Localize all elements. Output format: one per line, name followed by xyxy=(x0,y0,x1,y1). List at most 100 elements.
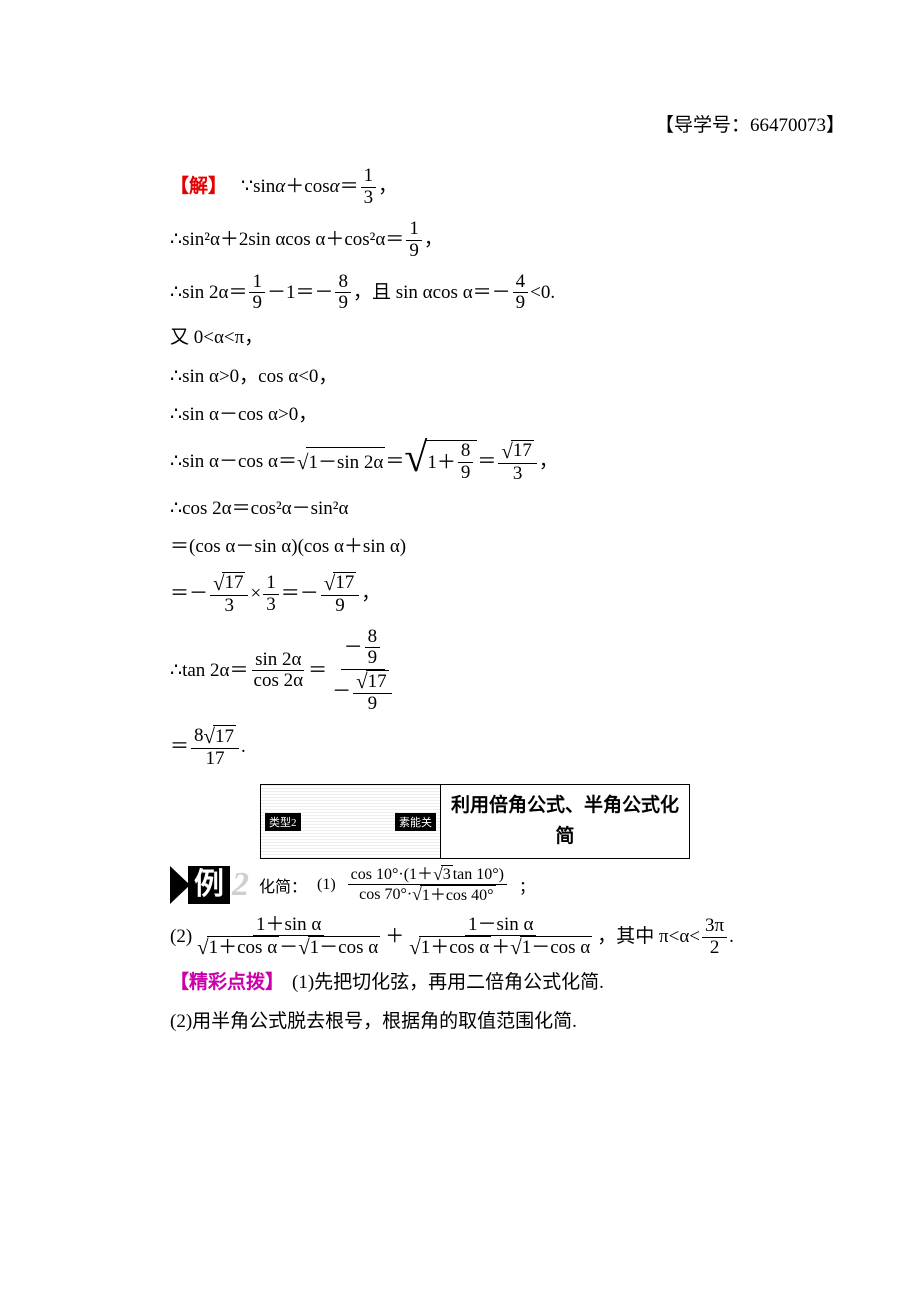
solution-line-1: 【解】 ∵sin α ＋cos α ＝ 1 3 ， xyxy=(170,166,770,209)
fraction-1-9: 1 9 xyxy=(406,219,422,262)
simplify-label: 化简： xyxy=(259,873,307,897)
topic-badge-right: 素能关 xyxy=(395,813,436,831)
solution-line-4: 又 0<α<π， xyxy=(170,324,770,353)
numerator: 1 xyxy=(263,573,279,595)
ex1-prefix: (1) xyxy=(317,876,336,894)
comma: ， xyxy=(378,173,397,202)
text: <0. xyxy=(530,279,555,308)
text: ＝－ xyxy=(281,580,319,609)
fraction: 8√17 17 xyxy=(191,725,239,770)
period: . xyxy=(241,733,246,762)
text: cos 70°· xyxy=(359,886,412,904)
denominator: 9 xyxy=(335,293,351,314)
numerator: 1＋sin α xyxy=(253,915,324,937)
sqrt-icon: √ xyxy=(404,440,427,484)
topic-box: 类型2 素能关 利用倍角公式、半角公式化简 xyxy=(260,784,690,859)
fraction: √17 9 xyxy=(321,572,359,617)
fraction-complex: － 8 9 － √17 9 xyxy=(329,627,396,716)
minus: － xyxy=(279,938,298,959)
topic-badge-left: 类型2 xyxy=(265,813,301,831)
denominator: 3 xyxy=(510,464,526,485)
ex2-prefix: (2) xyxy=(170,923,192,952)
radicand: 17 xyxy=(366,670,389,693)
comma: ， xyxy=(424,226,443,255)
fraction-1-3: 1 3 xyxy=(361,166,377,209)
denominator: 2 xyxy=(707,938,723,959)
solution-line-12: ＝ 8√17 17 . xyxy=(170,725,770,770)
topic-title: 利用倍角公式、半角公式化简 xyxy=(441,785,689,858)
numerator: 3π xyxy=(702,916,727,938)
radicand: 1＋ 8 9 xyxy=(425,440,477,484)
text: ＝－ xyxy=(170,580,208,609)
radicand: 17 xyxy=(213,725,236,748)
fraction-8-9: 8 9 xyxy=(458,441,474,484)
solution-line-8: ∴cos 2α＝cos²α－sin²α xyxy=(170,495,770,524)
denominator: 9 xyxy=(365,694,381,715)
text: tan 10°) xyxy=(453,866,504,884)
fraction: √17 3 xyxy=(210,572,248,617)
example-word: 例 xyxy=(188,866,230,904)
fraction-1-9: 1 9 xyxy=(249,272,265,315)
numerator: √17 xyxy=(321,572,359,596)
comma: ， xyxy=(597,923,616,952)
fraction-3pi-2: 3π 2 xyxy=(702,916,727,959)
radicand: 17 xyxy=(511,440,534,463)
fraction-ex2b: 1－sin α √1＋cos α ＋ √1－cos α xyxy=(406,915,595,960)
denominator: cos 2α xyxy=(251,671,307,692)
text: ＋cos xyxy=(285,173,329,202)
denominator: 9 xyxy=(513,293,529,314)
example-number: 2 xyxy=(232,866,249,904)
solution-line-2: ∴sin²α＋2sin αcos α＋cos²α＝ 1 9 ， xyxy=(170,219,770,262)
example-icon: 例 2 xyxy=(170,866,249,904)
radicand: 3 xyxy=(441,865,453,884)
text: ，且 sin αcos α＝－ xyxy=(353,279,511,308)
numerator: 1 xyxy=(249,272,265,294)
eq: ＝ xyxy=(170,733,189,762)
solution-line-10: ＝－ √17 3 × 1 3 ＝－ √17 9 ， xyxy=(170,572,770,617)
fraction-ex2a: 1＋sin α √1＋cos α － √1－cos α xyxy=(194,915,383,960)
text: cos 10°·(1＋ xyxy=(351,866,433,884)
text: 1＋ xyxy=(427,449,456,478)
text: ∴tan 2α＝ xyxy=(170,657,249,686)
range: π<α< xyxy=(659,923,700,952)
eq: ＝ xyxy=(385,448,404,477)
page: 【导学号：66470073】 【解】 ∵sin α ＋cos α ＝ 1 3 ，… xyxy=(0,0,920,1302)
numerator: √17 xyxy=(210,572,248,596)
plus: ＋ xyxy=(385,923,404,952)
solution-label: 【解】 xyxy=(170,173,227,202)
denominator: 9 xyxy=(249,293,265,314)
sqrt: √ 1－sin 2α xyxy=(297,447,385,478)
fraction-4-9: 4 9 xyxy=(513,272,529,315)
solution-line-11: ∴tan 2α＝ sin 2α cos 2α ＝ － 8 9 － √17 9 xyxy=(170,627,770,716)
where: 其中 xyxy=(616,923,654,952)
hint-line-1: 【精彩点拨】 (1)先把切化弦，再用二倍角公式化简. xyxy=(170,969,770,998)
denominator: 3 xyxy=(361,188,377,209)
radicand: 1＋cos 40° xyxy=(420,885,496,904)
denominator: √1＋cos α － √1－cos α xyxy=(194,936,383,959)
numerator: 1 xyxy=(361,166,377,188)
numerator: cos 10°·(1＋ √3 tan 10°) xyxy=(348,865,507,885)
numerator: sin 2α xyxy=(252,650,304,672)
semicolon: ； xyxy=(519,873,535,897)
numerator: √17 xyxy=(498,440,536,464)
radicand: 1＋cos α xyxy=(207,936,280,959)
denominator: 9 xyxy=(458,463,474,484)
solution-line-5: ∴sin α>0，cos α<0， xyxy=(170,363,770,392)
numerator: 8 xyxy=(335,272,351,294)
alpha: α xyxy=(330,173,340,202)
fraction-1-3: 1 3 xyxy=(263,573,279,616)
denominator: √1＋cos α ＋ √1－cos α xyxy=(406,936,595,959)
numerator: √17 xyxy=(353,670,391,694)
fraction-sqrt17-3: √17 3 xyxy=(498,440,536,485)
radicand: 1－sin 2α xyxy=(306,447,385,478)
eq: ＝ xyxy=(308,657,327,686)
times: × xyxy=(250,580,261,609)
fraction: sin 2α cos 2α xyxy=(251,650,307,693)
example-header: 例 2 化简： (1) cos 10°·(1＋ √3 tan 10°) cos … xyxy=(170,865,770,905)
comma: ， xyxy=(539,448,558,477)
solution-line-3: ∴sin 2α＝ 1 9 －1＝－ 8 9 ，且 sin αcos α＝－ 4 … xyxy=(170,272,770,315)
radicand: 17 xyxy=(222,572,245,595)
topic-left-panel: 类型2 素能关 xyxy=(261,785,441,858)
fraction-ex1: cos 10°·(1＋ √3 tan 10°) cos 70°· √1＋cos … xyxy=(348,865,507,905)
neg: － xyxy=(344,638,363,659)
